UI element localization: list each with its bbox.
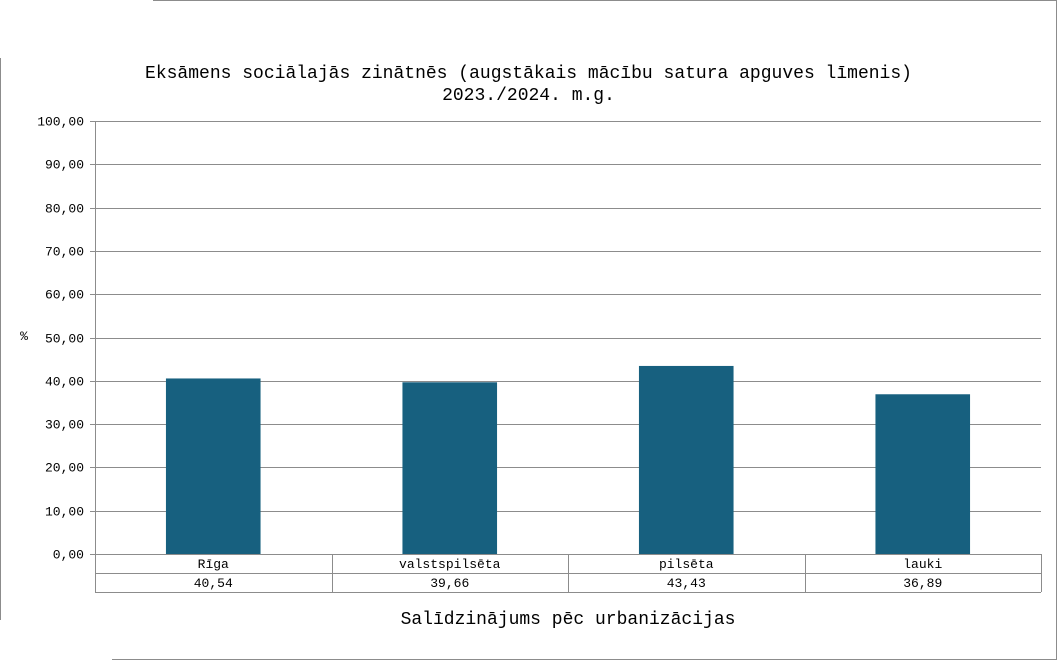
x-tick-label: valstspilsēta bbox=[399, 557, 501, 572]
y-tick-label: 60,00 bbox=[45, 288, 84, 303]
bar bbox=[402, 382, 498, 554]
y-tick-label: 80,00 bbox=[45, 202, 84, 217]
y-tick-label: 10,00 bbox=[45, 505, 84, 520]
frame-top-border bbox=[153, 0, 1057, 1]
x-tick-label: pilsēta bbox=[659, 557, 714, 572]
y-tick-label: 70,00 bbox=[45, 245, 84, 260]
y-tick-label: 100,00 bbox=[37, 115, 84, 130]
y-axis-label: % bbox=[20, 329, 28, 344]
data-label: 40,54 bbox=[194, 576, 233, 591]
x-tick-label: Rīga bbox=[198, 557, 229, 572]
data-label: 36,89 bbox=[903, 576, 942, 591]
frame-left-border bbox=[0, 58, 1, 620]
x-axis-label: Salīdzinājums pēc urbanizācijas bbox=[400, 610, 736, 630]
bar bbox=[875, 394, 971, 554]
y-tick-label: 90,00 bbox=[45, 158, 84, 173]
data-label: 39,66 bbox=[430, 576, 469, 591]
chart-subtitle: 2023./2024. m.g. bbox=[442, 86, 615, 106]
x-tick-label: lauki bbox=[903, 557, 942, 572]
data-label: 43,43 bbox=[667, 576, 706, 591]
y-tick-label: 40,00 bbox=[45, 375, 84, 390]
y-tick-label: 30,00 bbox=[45, 418, 84, 433]
y-tick-label: 20,00 bbox=[45, 461, 84, 476]
bar bbox=[638, 365, 734, 554]
bar bbox=[165, 378, 261, 554]
y-tick-label: 50,00 bbox=[45, 332, 84, 347]
y-tick-label: 0,00 bbox=[53, 548, 84, 563]
chart-title: Eksāmens sociālajās zinātnēs (augstākais… bbox=[145, 64, 912, 84]
